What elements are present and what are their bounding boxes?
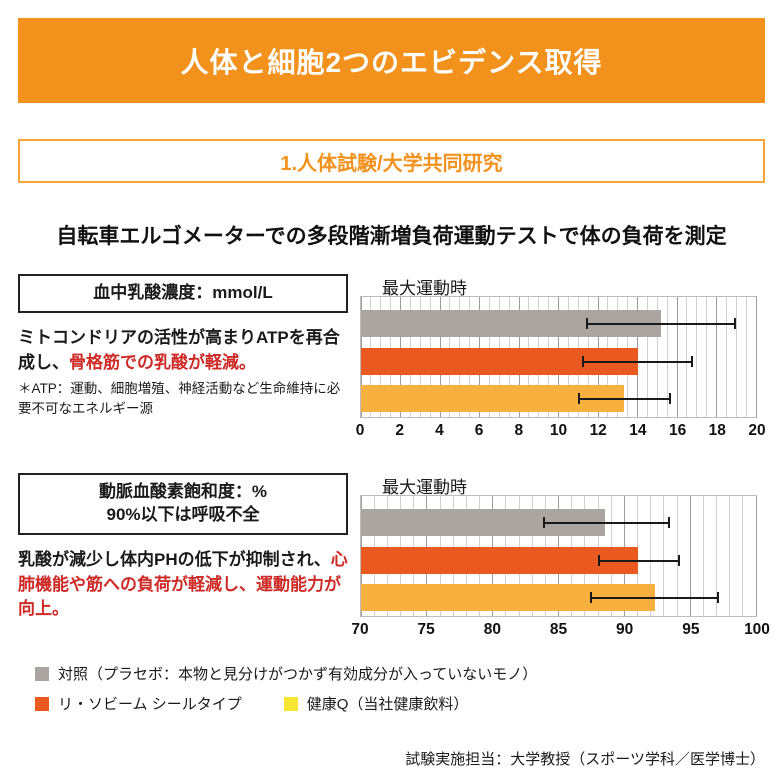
legend-swatch-kenko-q bbox=[283, 696, 298, 711]
oxygen-desc-red: 心肺機能や筋への負荷が軽減し、運動能力が向上。 bbox=[18, 549, 348, 619]
axis-tick-label: 85 bbox=[549, 621, 568, 638]
axis-tick-label: 16 bbox=[668, 422, 687, 439]
legend-swatch-control bbox=[35, 666, 49, 681]
section-header-text: 1.人体試験/大学共同研究 bbox=[280, 152, 503, 175]
legend-label-kenko-q: 健康Q（当社健康飲料） bbox=[306, 696, 469, 713]
axis-tick-label: 80 bbox=[483, 621, 501, 638]
axis-tick-label: 100 bbox=[744, 621, 770, 638]
lactate-measure-box: 血中乳酸濃度：mmol/L bbox=[18, 274, 348, 313]
page-title: 人体と細胞2つのエビデンス取得 bbox=[18, 18, 765, 103]
error-bar-1 bbox=[582, 356, 693, 367]
oxygen-chart-condition-label: 最大運動時 bbox=[382, 478, 467, 497]
error-bar-0 bbox=[542, 517, 671, 528]
gridline bbox=[676, 496, 678, 616]
oxygen-measure-box: 動脈血酸素飽和度：% 90%以下は呼吸不全 bbox=[18, 473, 348, 535]
axis-tick-label: 20 bbox=[748, 422, 766, 439]
section-header: 1.人体試験/大学共同研究 bbox=[18, 139, 765, 183]
axis-tick-label: 18 bbox=[708, 422, 726, 439]
oxygen-chart-column: 最大運動時 70 75 80 85 90 95 100 bbox=[351, 473, 770, 643]
lactate-description-column: 血中乳酸濃度：mmol/L ミトコンドリアの活性が高まりATPを再合成し、骨格筋… bbox=[18, 274, 348, 418]
error-bar-2 bbox=[578, 393, 672, 404]
gridline bbox=[735, 297, 737, 417]
lactate-measure-line1: 血中乳酸濃度：mmol/L bbox=[93, 283, 273, 302]
gridline bbox=[689, 496, 691, 616]
axis-tick-label: 95 bbox=[682, 621, 700, 638]
gridline bbox=[637, 297, 638, 417]
legend-label-sealtype: リ・ソビーム シールタイプ bbox=[58, 696, 242, 713]
lactate-bar-chart bbox=[360, 296, 757, 418]
oxygen-description: 乳酸が減少し体内PHの低下が抑制され、心肺機能や筋への負荷が軽減し、運動能力が向… bbox=[18, 548, 348, 622]
oxygen-desc-black: 乳酸が減少し体内PHの低下が抑制され、 bbox=[18, 549, 331, 569]
gridline bbox=[686, 297, 688, 417]
legend-row-control: 対照（プラセボ：本物と見分けがつかず有効成分が入っていないモノ） bbox=[35, 663, 765, 684]
oxygen-description-column: 動脈血酸素飽和度：% 90%以下は呼吸不全 乳酸が減少し体内PHの低下が抑制され… bbox=[18, 473, 348, 622]
lactate-chart-column: 最大運動時 0 2 4 6 8 10 12 14 16 18 20 bbox=[356, 274, 766, 444]
oxygen-measure-line1: 動脈血酸素飽和度：% bbox=[98, 482, 268, 501]
test-administrator-credit: 試験実施担当：大学教授（スポーツ学科／医学博士） bbox=[405, 751, 765, 768]
axis-tick-label: 8 bbox=[514, 422, 524, 439]
gridline bbox=[663, 496, 665, 616]
gridline bbox=[745, 297, 747, 417]
axis-tick-label: 14 bbox=[629, 422, 647, 439]
chart-legend: 対照（プラセボ：本物と見分けがつかず有効成分が入っていないモノ） リ・ソビーム … bbox=[35, 663, 765, 714]
lactate-x-axis: 0 2 4 6 8 10 12 14 16 18 20 bbox=[356, 418, 766, 444]
axis-tick-label: 6 bbox=[474, 422, 484, 439]
oxygen-bar-chart bbox=[360, 495, 757, 617]
legend-row-products: リ・ソビーム シールタイプ 健康Q（当社健康飲料） bbox=[35, 693, 765, 714]
gridline bbox=[696, 297, 698, 417]
gridline bbox=[742, 496, 744, 616]
gridline bbox=[755, 496, 757, 616]
axis-tick-label: 0 bbox=[355, 422, 365, 439]
gridline bbox=[656, 297, 658, 417]
axis-tick-label: 75 bbox=[417, 621, 435, 638]
gridline bbox=[646, 297, 648, 417]
lactate-desc-black: ミトコンドリアの活性が高まりATPを再合成し、 bbox=[18, 327, 340, 372]
atp-footnote: ＊ATP：運動、細胞増殖、神経活動など生命維持に必要不可なエネルギー源 bbox=[18, 381, 341, 416]
gridline bbox=[725, 297, 727, 417]
axis-tick-label: 4 bbox=[435, 422, 444, 439]
lactate-section: 血中乳酸濃度：mmol/L ミトコンドリアの活性が高まりATPを再合成し、骨格筋… bbox=[18, 274, 766, 444]
gridline bbox=[716, 496, 717, 616]
gridline bbox=[650, 496, 652, 616]
axis-tick-label: 2 bbox=[395, 422, 404, 439]
oxygen-x-axis: 70 75 80 85 90 95 100 bbox=[351, 617, 770, 643]
gridline bbox=[755, 297, 757, 417]
gridline bbox=[706, 297, 708, 417]
gridline bbox=[702, 496, 704, 616]
oxygen-section: 動脈血酸素飽和度：% 90%以下は呼吸不全 乳酸が減少し体内PHの低下が抑制され… bbox=[18, 473, 770, 643]
axis-tick-label: 70 bbox=[351, 621, 369, 638]
error-bar-1 bbox=[598, 555, 680, 566]
lactate-chart-condition-label: 最大運動時 bbox=[382, 279, 467, 298]
legend-swatch-sealtype bbox=[35, 696, 49, 711]
test-method-title: 自転車エルゴメーターでの多段階漸増負荷運動テストで体の負荷を測定 bbox=[56, 225, 727, 248]
gridline bbox=[716, 297, 717, 417]
gridline bbox=[729, 496, 731, 616]
oxygen-measure-line2: 90%以下は呼吸不全 bbox=[106, 504, 260, 524]
axis-tick-label: 10 bbox=[549, 422, 568, 439]
gridline bbox=[676, 297, 678, 417]
legend-label-control: 対照（プラセボ：本物と見分けがつかず有効成分が入っていないモノ） bbox=[58, 666, 538, 683]
gridline bbox=[666, 297, 668, 417]
gridline bbox=[637, 496, 638, 616]
error-bar-0 bbox=[586, 318, 737, 329]
axis-tick-label: 90 bbox=[616, 621, 634, 638]
error-bar-2 bbox=[590, 592, 720, 603]
axis-tick-label: 12 bbox=[589, 422, 607, 439]
page-title-text: 人体と細胞2つのエビデンス取得 bbox=[180, 46, 603, 78]
lactate-description: ミトコンドリアの活性が高まりATPを再合成し、骨格筋での乳酸が軽減。 bbox=[18, 326, 348, 375]
lactate-desc-red: 骨格筋での乳酸が軽減。 bbox=[69, 352, 256, 372]
chart-bar-1 bbox=[361, 547, 638, 574]
